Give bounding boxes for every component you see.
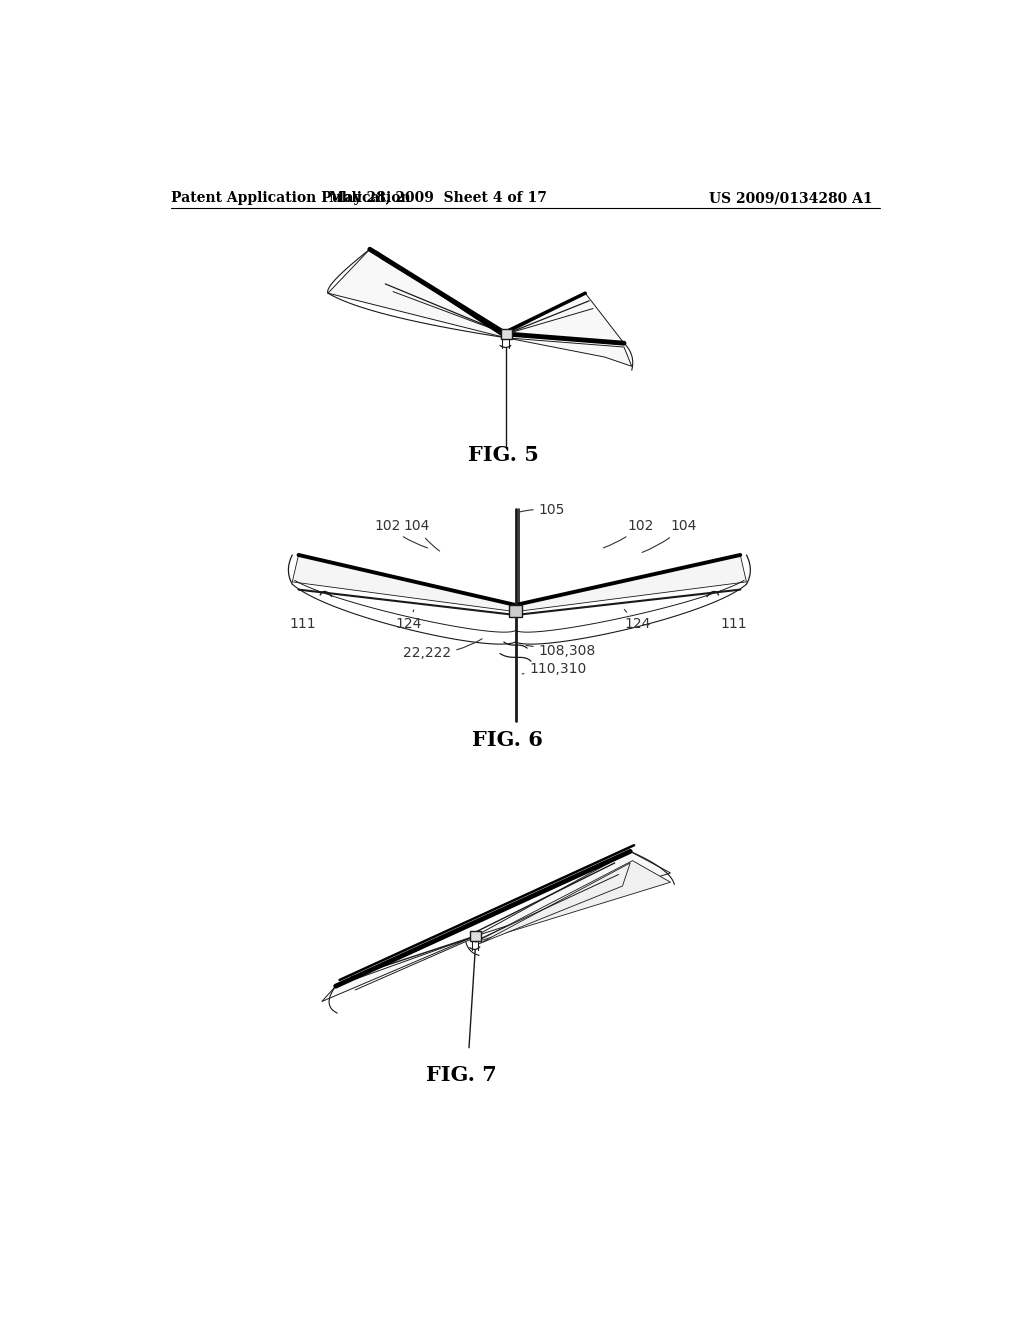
Text: FIG. 5: FIG. 5 [468,445,540,465]
Text: FIG. 7: FIG. 7 [426,1065,497,1085]
Text: 105: 105 [520,503,565,517]
Bar [501,330,512,339]
Polygon shape [515,554,746,611]
Bar [470,932,480,941]
Polygon shape [475,861,671,942]
Text: Patent Application Publication: Patent Application Publication [171,191,411,206]
Text: 104: 104 [642,519,697,553]
Polygon shape [292,554,515,611]
Text: 22,222: 22,222 [403,639,482,660]
Text: 102: 102 [375,519,428,548]
Polygon shape [506,293,624,343]
Text: 108,308: 108,308 [526,644,596,659]
Text: 111: 111 [721,618,748,631]
Text: 124: 124 [624,610,650,631]
Text: US 2009/0134280 A1: US 2009/0134280 A1 [710,191,872,206]
Text: 104: 104 [403,519,439,550]
Polygon shape [475,851,671,936]
Text: 102: 102 [603,519,654,548]
Polygon shape [506,338,632,367]
Text: 124: 124 [395,610,422,631]
Polygon shape [328,249,506,338]
Text: FIG. 6: FIG. 6 [472,730,543,750]
Bar [509,605,521,618]
Text: 111: 111 [289,618,315,631]
Polygon shape [322,936,475,1002]
Polygon shape [479,863,630,944]
Text: 110,310: 110,310 [522,661,587,676]
Text: May 28, 2009  Sheet 4 of 17: May 28, 2009 Sheet 4 of 17 [329,191,547,206]
